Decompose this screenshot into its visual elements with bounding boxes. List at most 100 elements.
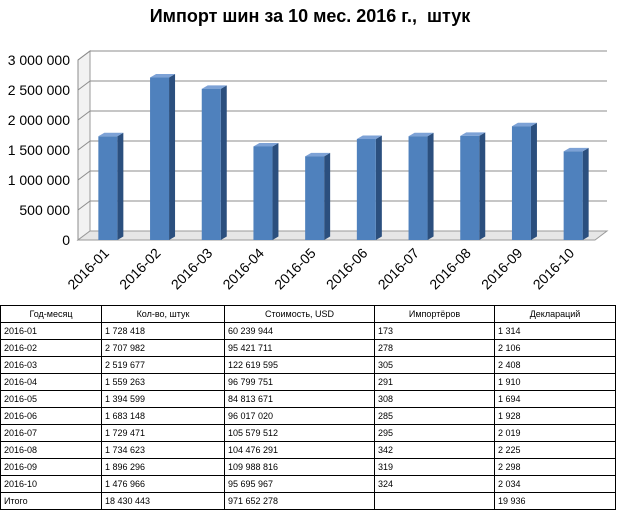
cell-year-month: 2016-04 [0, 373, 102, 391]
cell-declarations: 2 225 [494, 441, 616, 459]
bar-top [98, 132, 124, 137]
cell-quantity: 1 394 599 [101, 390, 225, 408]
cell-year-month: 2016-08 [0, 441, 102, 459]
cell-year-month: 2016-01 [0, 322, 102, 340]
bar-top [356, 135, 382, 140]
header-importers: Импортёров [374, 305, 495, 323]
cell-quantity: 1 896 296 [101, 458, 225, 476]
cell-declarations: 2 019 [494, 424, 616, 442]
x-tick-label: 2016-07 [375, 245, 423, 293]
cell-importers: 324 [374, 475, 495, 493]
gridline [77, 140, 91, 151]
cell-quantity: 1 559 263 [101, 373, 225, 391]
cell-year-month: 2016-02 [0, 339, 102, 357]
bar-side [272, 142, 279, 240]
bar [460, 135, 480, 240]
cell-year-month: 2016-07 [0, 424, 102, 442]
cell-quantity: 1 683 148 [101, 407, 225, 425]
cell-quantity: 2 519 677 [101, 356, 225, 374]
table-row: 2016-08 1 734 623 104 476 291 342 2 225 [0, 441, 616, 459]
bar-side [479, 132, 486, 240]
bar-top [511, 122, 537, 127]
cell-cost-usd: 95 695 967 [224, 475, 375, 493]
y-tick-label: 3 000 000 [8, 52, 70, 68]
cell-importers: 173 [374, 322, 495, 340]
bar-side [582, 147, 589, 240]
cell-quantity: 1 734 623 [101, 441, 225, 459]
cell-cost-usd: 96 017 020 [224, 407, 375, 425]
bar-top [253, 142, 279, 147]
gridline [77, 50, 91, 61]
bar-top [563, 147, 589, 152]
bar-side [324, 152, 331, 240]
gridline [77, 170, 91, 181]
bar-top [150, 74, 176, 78]
table-row: 2016-09 1 896 296 109 988 816 319 2 298 [0, 458, 616, 476]
cell-year-month: 2016-09 [0, 458, 102, 476]
bar-side [220, 85, 227, 240]
bar-top [460, 132, 486, 136]
cell-cost-usd: 109 988 816 [224, 458, 375, 476]
y-tick-label: 2 000 000 [8, 112, 70, 128]
cell-cost-usd: 122 619 595 [224, 356, 375, 374]
bar [201, 88, 221, 240]
cell-importers: 291 [374, 373, 495, 391]
bar-side [530, 122, 537, 240]
cell-declarations: 1 928 [494, 407, 616, 425]
table-row: 2016-01 1 728 418 60 239 944 173 1 314 [0, 322, 616, 340]
cell-declarations: 2 298 [494, 458, 616, 476]
cell-declarations: 2 106 [494, 339, 616, 357]
cell-year-month: 2016-03 [0, 356, 102, 374]
cell-quantity: 2 707 982 [101, 339, 225, 357]
gridline [77, 80, 91, 91]
bar [563, 151, 583, 240]
cell-quantity: 1 476 966 [101, 475, 225, 493]
cell-quantity: 1 728 418 [101, 322, 225, 340]
header-quantity: Кол-во, штук [101, 305, 225, 323]
bar-chart: 0 500 000 1 000 000 1 500 000 2 000 000 2 500… [8, 50, 609, 293]
gridline [77, 110, 91, 121]
bar [511, 126, 531, 240]
bar-top [408, 132, 434, 137]
table-row: 2016-07 1 729 471 105 579 512 295 2 019 [0, 424, 616, 442]
cell-declarations: 2 034 [494, 475, 616, 493]
cell-importers [374, 492, 495, 510]
bar-top [305, 152, 331, 157]
x-tick-label: 2016-06 [323, 245, 371, 293]
table-row: 2016-06 1 683 148 96 017 020 285 1 928 [0, 407, 616, 425]
y-tick-label: 500 000 [19, 202, 70, 218]
x-tick-label: 2016-02 [116, 245, 164, 293]
cell-cost-usd: 84 813 671 [224, 390, 375, 408]
x-tick-label: 2016-05 [271, 245, 319, 293]
y-tick-label: 0 [62, 232, 70, 248]
cell-cost-usd: 104 476 291 [224, 441, 375, 459]
cell-declarations: 19 936 [494, 492, 616, 510]
bar [253, 146, 273, 240]
bar [356, 139, 376, 240]
cell-year-month: Итого [0, 492, 102, 510]
table-row: 2016-02 2 707 982 95 421 711 278 2 106 [0, 339, 616, 357]
table-total-row: Итого 18 430 443 971 652 278 19 936 [0, 492, 616, 510]
cell-importers: 308 [374, 390, 495, 408]
bar [98, 136, 118, 240]
x-tick-label: 2016-04 [219, 245, 267, 293]
bar-side [375, 135, 382, 240]
cell-cost-usd: 96 799 751 [224, 373, 375, 391]
bar [305, 156, 325, 240]
x-tick-label: 2016-03 [168, 245, 216, 293]
table-row: 2016-10 1 476 966 95 695 967 324 2 034 [0, 475, 616, 493]
bar [408, 136, 428, 240]
x-tick-label: 2016-08 [426, 245, 474, 293]
gridline [77, 200, 91, 211]
bar-side [117, 132, 124, 240]
table-header-row: Год-месяц Кол-во, штук Стоимость, USD Им… [0, 305, 616, 323]
cell-year-month: 2016-10 [0, 475, 102, 493]
cell-importers: 305 [374, 356, 495, 374]
data-table: Год-месяц Кол-во, штук Стоимость, USD Им… [0, 305, 616, 510]
bar-side [169, 74, 176, 240]
cell-importers: 285 [374, 407, 495, 425]
y-tick-label: 2 500 000 [8, 82, 70, 98]
cell-quantity: 1 729 471 [101, 424, 225, 442]
x-tick-label: 2016-09 [478, 245, 526, 293]
header-year-month: Год-месяц [0, 305, 102, 323]
